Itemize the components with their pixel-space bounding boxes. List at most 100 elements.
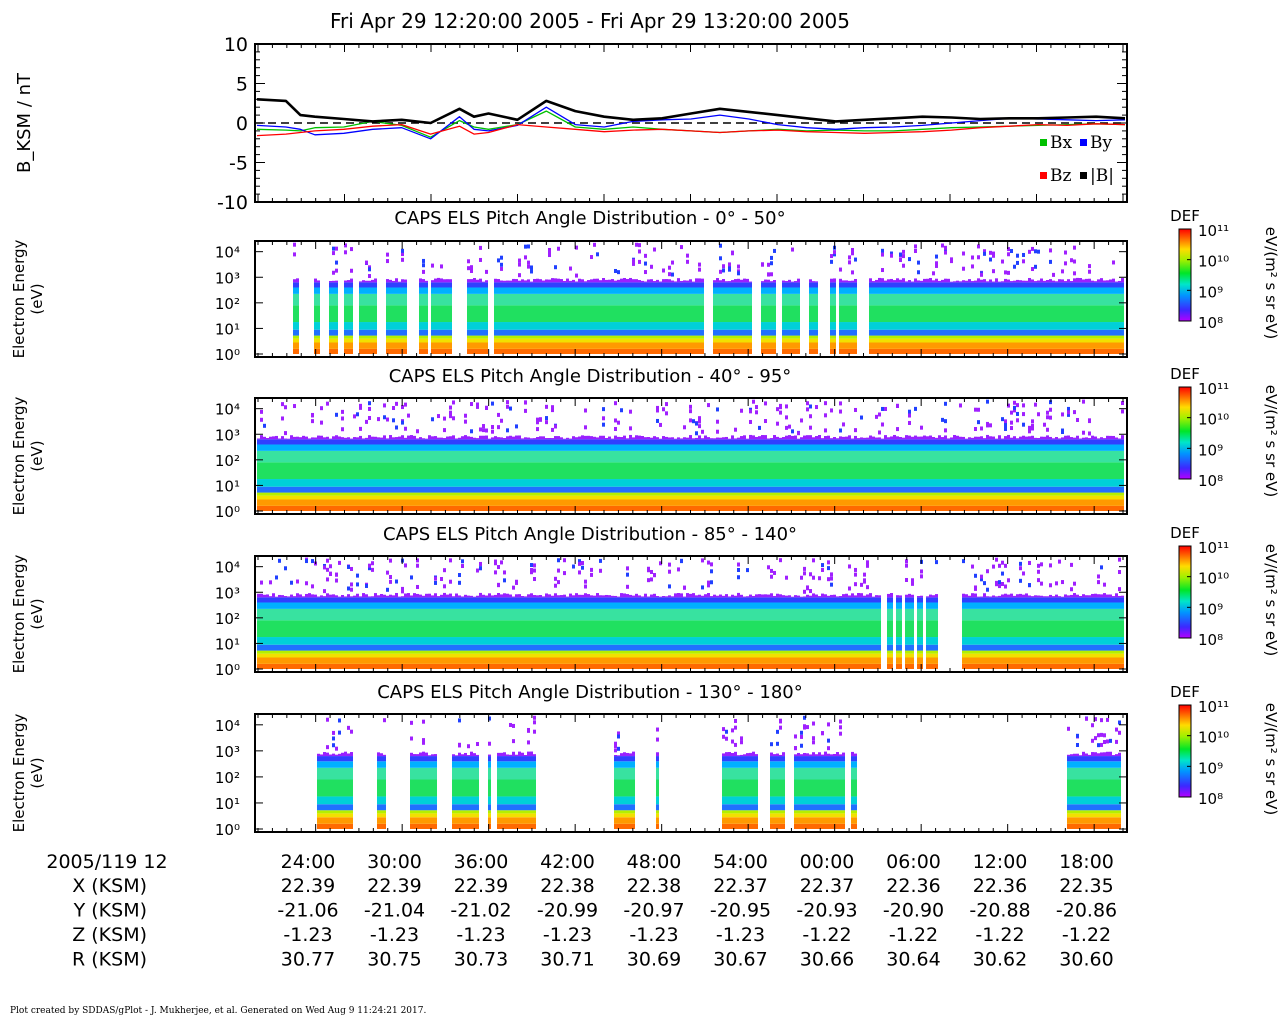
- heatmap-cell: [815, 282, 818, 288]
- heatmap-speck: [515, 424, 518, 429]
- heatmap-cell: [674, 439, 677, 445]
- heatmap-cell: [671, 280, 674, 283]
- heatmap-cell: [539, 335, 542, 339]
- heatmap-cell: [290, 435, 293, 440]
- heatmap-cell: [356, 492, 359, 496]
- heatmap-cell: [542, 329, 545, 336]
- heatmap-cell: [884, 335, 887, 339]
- heatmap-cell: [542, 293, 545, 306]
- heatmap-cell: [971, 305, 974, 323]
- heatmap-cell: [1076, 282, 1079, 288]
- heatmap-cell: [452, 450, 455, 463]
- heatmap-cell: [278, 450, 281, 463]
- heatmap-cell: [509, 435, 512, 440]
- heatmap-cell: [647, 450, 650, 463]
- heatmap-cell: [278, 505, 281, 511]
- heatmap-cell: [716, 335, 719, 339]
- heatmap-cell: [593, 338, 596, 343]
- heatmap-speck: [917, 270, 920, 275]
- heatmap-cell: [290, 479, 293, 487]
- heatmap-cell: [815, 322, 818, 330]
- heatmap-cell: [797, 293, 800, 306]
- heatmap-cell: [905, 338, 908, 343]
- heatmap-cell: [533, 450, 536, 463]
- heatmap-cell: [722, 287, 725, 294]
- heatmap-cell: [1031, 287, 1034, 294]
- heatmap-cell: [1100, 335, 1103, 339]
- heatmap-cell: [737, 287, 740, 294]
- heatmap-cell: [653, 462, 656, 480]
- heatmap-cell: [437, 329, 440, 336]
- heatmap-cell: [605, 329, 608, 336]
- heatmap-cell: [728, 492, 731, 496]
- heatmap-cell: [515, 486, 518, 493]
- heatmap-cell: [662, 505, 665, 511]
- heatmap-cell: [455, 479, 458, 487]
- heatmap-cell: [1088, 329, 1091, 336]
- heatmap-cell: [458, 505, 461, 511]
- heatmap-cell: [1001, 281, 1004, 283]
- heatmap-cell: [980, 322, 983, 330]
- heatmap-cell: [386, 282, 389, 288]
- heatmap-speck: [902, 263, 905, 268]
- heatmap-cell: [683, 479, 686, 487]
- heatmap-cell: [434, 338, 437, 343]
- heatmap-cell: [596, 479, 599, 487]
- heatmap-cell: [293, 444, 296, 451]
- heatmap-cell: [500, 287, 503, 294]
- heatmap-cell: [833, 329, 836, 336]
- heatmap-cell: [1049, 335, 1052, 339]
- heatmap-speck: [665, 411, 668, 416]
- heatmap-cell: [977, 305, 980, 323]
- heatmap-cell: [497, 450, 500, 463]
- heatmap-cell: [383, 505, 386, 511]
- heatmap-cell: [731, 505, 734, 511]
- heatmap-cell: [683, 338, 686, 343]
- heatmap-cell: [578, 293, 581, 306]
- heatmap-cell: [317, 342, 320, 349]
- heatmap-cell: [1091, 287, 1094, 294]
- heatmap-cell: [989, 342, 992, 349]
- heatmap-cell: [680, 479, 683, 487]
- heatmap-cell: [536, 486, 539, 493]
- heatmap-cell: [479, 342, 482, 349]
- heatmap-cell: [605, 505, 608, 511]
- heatmap-cell: [1118, 348, 1121, 354]
- heatmap-cell: [518, 450, 521, 463]
- heatmap-cell: [419, 329, 422, 336]
- heatmap-cell: [563, 280, 566, 283]
- heatmap-cell: [473, 278, 476, 283]
- heatmap-cell: [485, 338, 488, 343]
- heatmap-cell: [590, 479, 593, 487]
- heatmap-speck: [518, 273, 521, 278]
- heatmap-cell: [983, 279, 986, 283]
- heatmap-cell: [830, 305, 833, 323]
- heatmap-cell: [947, 282, 950, 288]
- heatmap-cell: [617, 439, 620, 445]
- heatmap-cell: [434, 335, 437, 339]
- heatmap-cell: [512, 278, 515, 283]
- heatmap-cell: [443, 293, 446, 306]
- heatmap-cell: [506, 495, 509, 500]
- heatmap-cell: [470, 338, 473, 343]
- heatmap-speck: [689, 404, 692, 409]
- heatmap-cell: [890, 293, 893, 306]
- heatmap-cell: [764, 342, 767, 349]
- heatmap-cell: [392, 439, 395, 445]
- heatmap-cell: [689, 348, 692, 354]
- heatmap-cell: [350, 335, 353, 339]
- heatmap-cell: [1043, 329, 1046, 336]
- heatmap-cell: [641, 305, 644, 323]
- heatmap-cell: [842, 338, 845, 343]
- heatmap-cell: [590, 462, 593, 480]
- heatmap-cell: [1067, 279, 1070, 283]
- heatmap-cell: [599, 287, 602, 294]
- heatmap-cell: [677, 305, 680, 323]
- heatmap-cell: [572, 322, 575, 330]
- heatmap-cell: [491, 499, 494, 506]
- heatmap-speck: [377, 417, 380, 422]
- heatmap-cell: [551, 439, 554, 445]
- heatmap-cell: [410, 435, 413, 440]
- heatmap-cell: [641, 444, 644, 451]
- heatmap-cell: [698, 278, 701, 283]
